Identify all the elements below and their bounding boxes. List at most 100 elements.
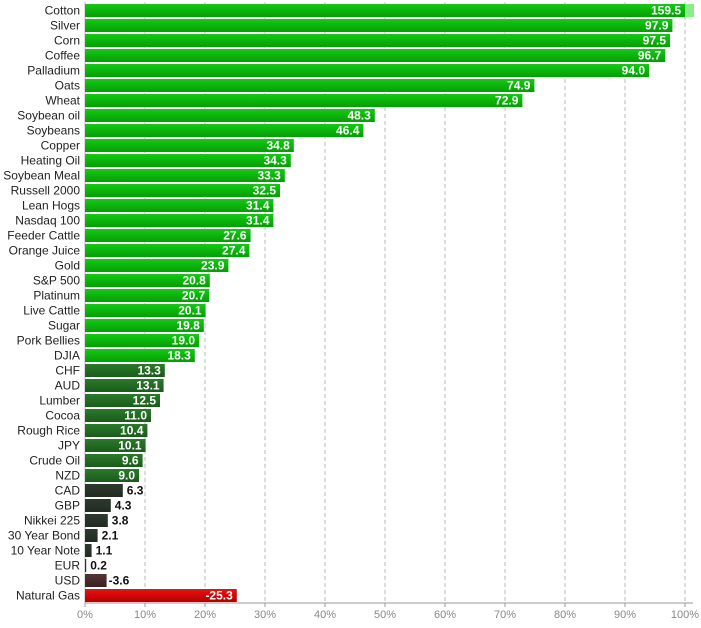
value-label-pork-bellies: 19.0	[172, 334, 196, 348]
value-label-rough-rice: 10.4	[120, 424, 144, 438]
category-label-pork-bellies: Pork Bellies	[17, 334, 80, 348]
bar-pork-bellies	[85, 334, 199, 347]
category-label-feeder-cattle: Feeder Cattle	[7, 229, 80, 243]
category-label-crude-oil: Crude Oil	[29, 454, 80, 468]
value-label-coffee: 96.7	[638, 49, 662, 63]
bar-10-year-note	[85, 544, 92, 557]
bar-wheat	[85, 94, 523, 107]
bar-soybean-oil	[85, 109, 375, 122]
value-label-copper: 34.8	[266, 139, 290, 153]
category-label-nasdaq-100: Nasdaq 100	[15, 214, 80, 228]
x-tick-label: 60%	[434, 609, 456, 621]
bar-gbp	[85, 499, 111, 512]
category-label-aud: AUD	[55, 379, 81, 393]
category-label-orange-juice: Orange Juice	[9, 244, 81, 258]
value-label-crude-oil: 9.6	[122, 454, 139, 468]
bar-eur	[85, 559, 87, 572]
category-label-oats: Oats	[55, 79, 80, 93]
x-tick-label: 40%	[314, 609, 336, 621]
value-labels: 159.597.997.596.794.0 74.972.9 48.346.4 34.…	[90, 4, 681, 603]
category-label-heating-oil: Heating Oil	[21, 154, 80, 168]
category-label-eur: EUR	[55, 559, 81, 573]
value-label-soybeans: 46.4	[336, 124, 360, 138]
category-label-cotton: Cotton	[45, 4, 80, 18]
bar-djia	[85, 349, 195, 362]
value-label-soybean-meal: 33.3	[257, 169, 281, 183]
bar-sugar	[85, 319, 204, 332]
bar-soybean-meal	[85, 169, 285, 182]
bar-live-cattle	[85, 304, 206, 317]
category-label-coffee: Coffee	[45, 49, 80, 63]
category-label-live-cattle: Live Cattle	[23, 304, 80, 318]
category-label-silver: Silver	[50, 19, 80, 33]
bar-copper	[85, 139, 294, 152]
bar-heating-oil	[85, 154, 291, 167]
bar-usd	[85, 574, 107, 587]
x-tick-label: 100%	[671, 609, 699, 621]
category-label-gold: Gold	[55, 259, 80, 273]
value-label-cocoa: 11.0	[124, 409, 147, 423]
value-label-cad: 6.3	[127, 484, 144, 498]
category-label-nikkei-225: Nikkei 225	[24, 514, 80, 528]
value-label-lumber: 12.5	[133, 394, 157, 408]
value-label-heating-oil: 34.3	[263, 154, 287, 168]
value-label-wheat: 72.9	[495, 94, 519, 108]
category-label-copper: Copper	[41, 139, 80, 153]
bar-rough-rice	[85, 424, 148, 437]
category-labels: CottonSilverCornCoffeePalladiumOatsWheat…	[3, 4, 80, 603]
bar-chf	[85, 364, 165, 377]
x-tick-label: 0%	[77, 609, 93, 621]
category-label-soybean-oil: Soybean oil	[17, 109, 80, 123]
category-label-jpy: JPY	[58, 439, 80, 453]
category-label-djia: DJIA	[54, 349, 80, 363]
category-label-russell-2000: Russell 2000	[11, 184, 81, 198]
x-tick-label: 80%	[554, 609, 576, 621]
value-label-nzd: 9.0	[118, 469, 135, 483]
bar-lean-hogs	[85, 199, 274, 212]
value-label-cotton: 159.5	[651, 4, 681, 18]
bar-natural-gas	[85, 589, 237, 602]
bar-gold	[85, 259, 229, 272]
category-label-gbp: GBP	[55, 499, 80, 513]
category-label-cocoa: Cocoa	[45, 409, 80, 423]
bar-feeder-cattle	[85, 229, 251, 242]
category-label-soybean-meal: Soybean Meal	[3, 169, 80, 183]
value-label-10-year-note: 1.1	[96, 544, 113, 558]
bar-silver	[85, 19, 673, 32]
bar-russell-2000	[85, 184, 280, 197]
category-label-palladium: Palladium	[27, 64, 80, 78]
value-label-silver: 97.9	[645, 19, 669, 33]
category-label-platinum: Platinum	[33, 289, 80, 303]
bar-orange-juice	[85, 244, 250, 257]
category-label-rough-rice: Rough Rice	[17, 424, 80, 438]
value-label-gbp: 4.3	[115, 499, 132, 513]
value-label-soybean-oil: 48.3	[347, 109, 371, 123]
bar-30-year-bond	[85, 529, 98, 542]
value-label-sandp-500: 20.8	[182, 274, 206, 288]
category-label-nzd: NZD	[55, 469, 80, 483]
category-label-sandp-500: S&P 500	[33, 274, 80, 288]
bar-oats	[85, 79, 535, 92]
value-label-nasdaq-100: 31.4	[246, 214, 270, 228]
bar-jpy	[85, 439, 146, 452]
bar-cocoa	[85, 409, 151, 422]
value-label-feeder-cattle: 27.6	[223, 229, 247, 243]
bar-palladium	[85, 64, 649, 77]
bar-cotton	[85, 4, 685, 17]
category-label-lean-hogs: Lean Hogs	[22, 199, 80, 213]
category-label-30-year-bond: 30 Year Bond	[8, 529, 80, 543]
value-label-jpy: 10.1	[118, 439, 142, 453]
bar-crude-oil	[85, 454, 143, 467]
x-tick-label: 70%	[494, 609, 516, 621]
value-label-natural-gas: -25.3	[205, 589, 233, 603]
bar-soybeans	[85, 124, 364, 137]
value-label-usd: -3.6	[109, 574, 130, 588]
x-tick-label: 30%	[254, 609, 276, 621]
category-label-sugar: Sugar	[48, 319, 80, 333]
category-label-wheat: Wheat	[45, 94, 80, 108]
category-label-cad: CAD	[55, 484, 81, 498]
x-tick-label: 20%	[194, 609, 216, 621]
value-label-sugar: 19.8	[176, 319, 200, 333]
bars	[85, 4, 694, 602]
x-tick-label: 10%	[134, 609, 156, 621]
